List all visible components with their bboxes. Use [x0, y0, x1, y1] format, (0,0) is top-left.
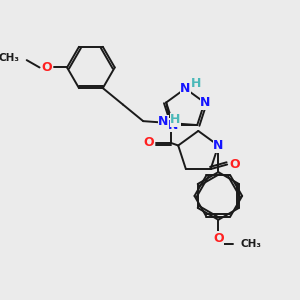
- Text: O: O: [229, 158, 240, 171]
- Text: CH₃: CH₃: [0, 53, 20, 63]
- Text: CH₃: CH₃: [240, 238, 261, 249]
- Text: N: N: [158, 115, 169, 128]
- Text: H: H: [191, 76, 202, 90]
- Text: O: O: [213, 232, 224, 244]
- Text: N: N: [200, 96, 211, 109]
- Text: H: H: [170, 113, 181, 126]
- Text: N: N: [180, 82, 190, 95]
- Text: N: N: [213, 139, 224, 152]
- Text: O: O: [143, 136, 154, 149]
- Text: O: O: [42, 61, 52, 74]
- Text: N: N: [167, 118, 178, 132]
